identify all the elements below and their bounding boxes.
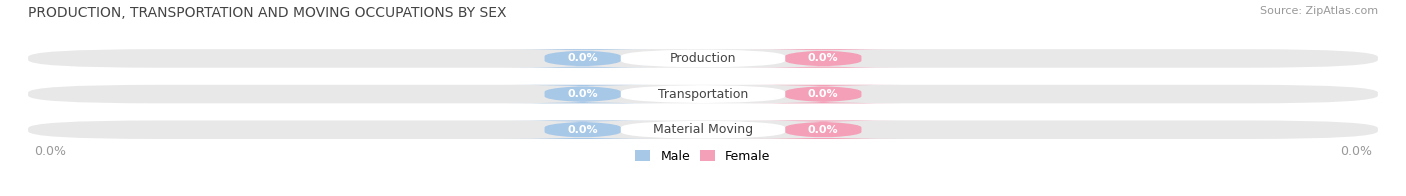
Text: 0.0%: 0.0% <box>568 54 598 64</box>
FancyBboxPatch shape <box>503 121 662 139</box>
Legend: Male, Female: Male, Female <box>630 145 776 168</box>
Text: 0.0%: 0.0% <box>568 125 598 135</box>
FancyBboxPatch shape <box>744 49 903 68</box>
Text: Production: Production <box>669 52 737 65</box>
Text: 0.0%: 0.0% <box>568 89 598 99</box>
Text: Transportation: Transportation <box>658 88 748 101</box>
Text: 0.0%: 0.0% <box>808 89 838 99</box>
FancyBboxPatch shape <box>621 85 785 103</box>
FancyBboxPatch shape <box>621 49 785 68</box>
FancyBboxPatch shape <box>744 85 903 103</box>
Text: Source: ZipAtlas.com: Source: ZipAtlas.com <box>1260 6 1378 16</box>
Text: 0.0%: 0.0% <box>808 54 838 64</box>
Text: 0.0%: 0.0% <box>808 125 838 135</box>
FancyBboxPatch shape <box>744 121 903 139</box>
Text: Material Moving: Material Moving <box>652 123 754 136</box>
Text: PRODUCTION, TRANSPORTATION AND MOVING OCCUPATIONS BY SEX: PRODUCTION, TRANSPORTATION AND MOVING OC… <box>28 6 506 20</box>
FancyBboxPatch shape <box>621 121 785 139</box>
Text: 0.0%: 0.0% <box>34 145 66 158</box>
FancyBboxPatch shape <box>503 49 662 68</box>
FancyBboxPatch shape <box>503 85 662 103</box>
Text: 0.0%: 0.0% <box>1340 145 1372 158</box>
FancyBboxPatch shape <box>28 121 1378 139</box>
FancyBboxPatch shape <box>28 85 1378 103</box>
FancyBboxPatch shape <box>28 49 1378 68</box>
